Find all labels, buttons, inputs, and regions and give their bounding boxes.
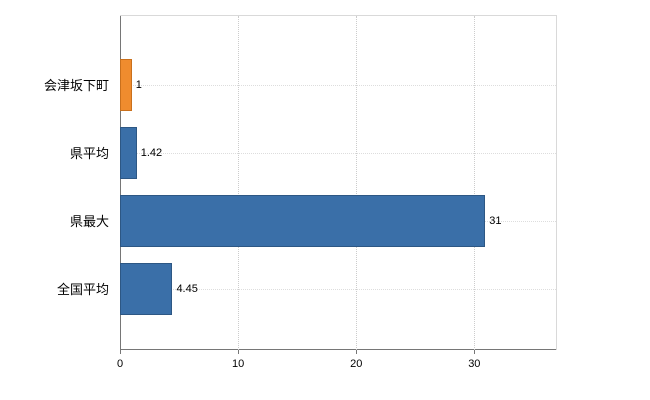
category-label: 県平均 (69, 145, 109, 161)
x-tick-mark (356, 350, 358, 354)
horizontal-gridline (120, 153, 556, 154)
vertical-gridline (473, 16, 475, 350)
bar-band: 1 (120, 51, 556, 119)
bar-value-label: 1.42 (140, 147, 163, 159)
bar-value-label: 31 (489, 215, 502, 227)
x-tick-label: 10 (231, 358, 245, 370)
y-axis-line (120, 16, 121, 350)
bars-region: 1 1.42 31 4.45 (120, 51, 556, 323)
category-label: 全国平均 (56, 281, 109, 297)
x-tick-mark (474, 350, 476, 354)
vertical-gridline (355, 16, 357, 350)
bar-band: 1.42 (120, 119, 556, 187)
x-tick-label: 20 (350, 358, 363, 370)
y-axis-labels: 会津坂下町県平均県最大全国平均 (0, 50, 114, 322)
bar-band: 4.45 (120, 255, 556, 323)
bar-band: 31 (120, 187, 556, 255)
bar (120, 127, 137, 179)
bar (120, 263, 173, 315)
x-tick-label: 30 (468, 358, 481, 370)
category-label: 会津坂下町 (43, 77, 109, 93)
x-axis-line (120, 349, 556, 350)
bar (120, 195, 486, 247)
x-tick-mark (238, 350, 240, 354)
horizontal-gridline (120, 289, 556, 290)
category-label: 県最大 (69, 213, 109, 229)
plot-area: 1 1.42 31 4.45 (120, 15, 557, 350)
x-tick-mark (120, 350, 121, 354)
bar (120, 59, 132, 111)
vertical-gridline (237, 16, 239, 350)
bar-value-label: 1 (135, 79, 142, 91)
bar-value-label: 4.45 (176, 283, 198, 295)
horizontal-gridline (120, 85, 556, 86)
x-tick-label: 0 (116, 358, 124, 370)
x-axis-ticks: 0 10 20 30 (116, 350, 557, 376)
